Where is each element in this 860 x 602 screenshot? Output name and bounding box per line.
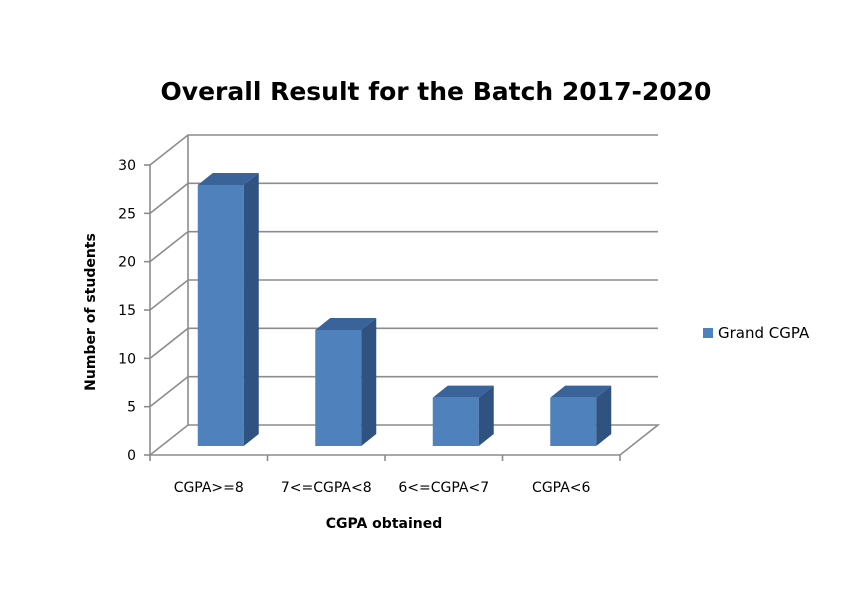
y-tick-label: 5 (127, 400, 136, 416)
y-tick-label: 10 (118, 351, 136, 367)
gridlines (149, 134, 661, 456)
x-tick-label: 7<=CGPA<8 (281, 480, 372, 496)
bar (315, 318, 377, 446)
bar (197, 173, 259, 446)
bar-front (550, 397, 597, 446)
bar (550, 385, 612, 446)
bar-top (197, 173, 259, 185)
x-tick-label: CGPA>=8 (174, 480, 244, 496)
bar (432, 385, 494, 446)
gridline (149, 134, 658, 166)
y-axis-title: Number of students (83, 233, 99, 391)
bar-side (361, 318, 377, 446)
bar-top (550, 385, 612, 398)
tick-labels: 0 5 10 15 20 25 30 CGPA>=8 7<=CGPA<8 6<=CGPA<7 CGP… (118, 158, 590, 496)
bar-top (315, 318, 377, 330)
y-tick-label: 20 (118, 255, 136, 271)
y-tick-label: 0 (127, 448, 136, 464)
y-tick-label: 25 (118, 206, 136, 222)
x-tick-label: 6<=CGPA<7 (398, 480, 489, 496)
legend: Grand CGPA (703, 324, 810, 342)
x-axis-title: CGPA obtained (326, 516, 443, 532)
bar-top (432, 385, 494, 398)
bar-front (315, 330, 362, 446)
bar-side (478, 385, 494, 446)
bar-front (197, 185, 244, 446)
legend-swatch (703, 328, 713, 338)
bars (197, 173, 612, 446)
bar-side (243, 173, 259, 446)
floor-outline (149, 424, 661, 456)
bar-front (432, 397, 479, 446)
y-tick-label: 15 (118, 303, 136, 319)
x-tick-label: CGPA<6 (532, 480, 590, 496)
chart-title: Overall Result for the Batch 2017-2020 (161, 77, 712, 106)
bar-side (596, 385, 612, 446)
legend-label: Grand CGPA (718, 324, 810, 342)
y-tick-label: 30 (118, 158, 136, 174)
axes (144, 164, 621, 461)
